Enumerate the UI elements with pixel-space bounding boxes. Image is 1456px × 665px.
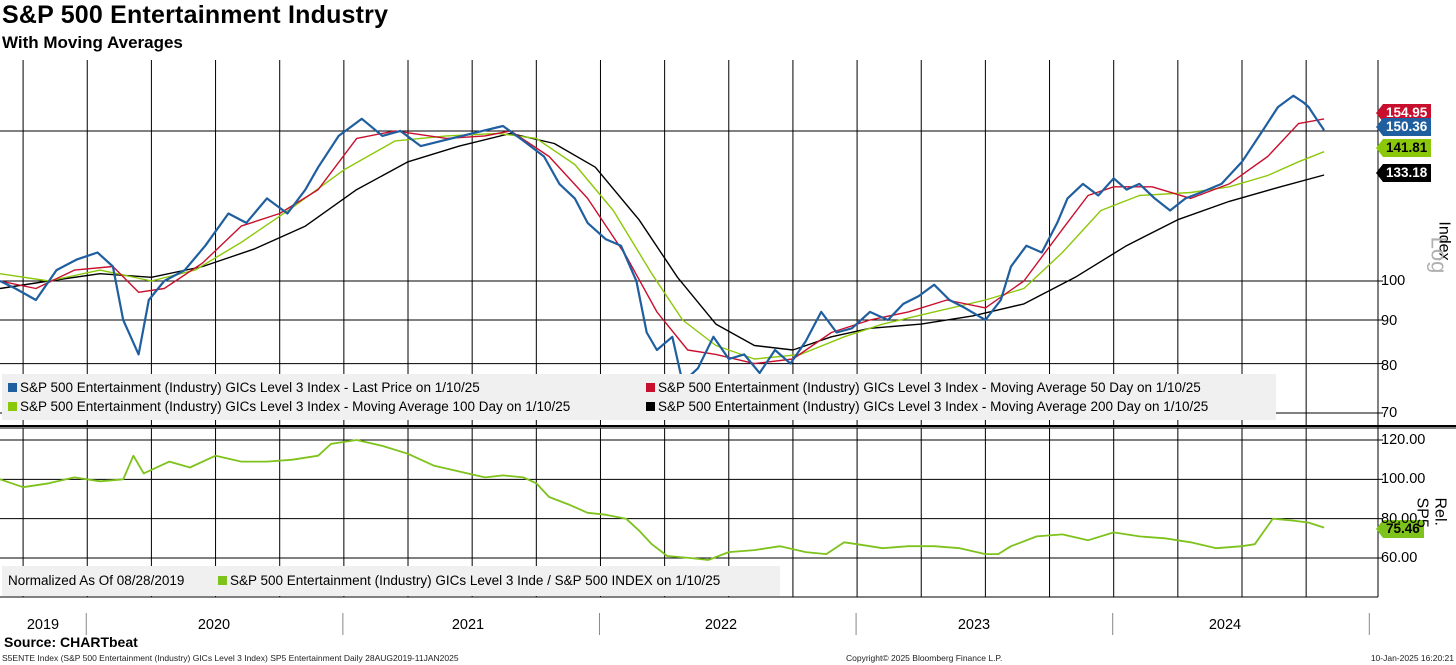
series-line-ma100 [0, 132, 1325, 360]
tag-ma50: 154.95 [1375, 104, 1432, 122]
tag-last-price: 150.36 [1375, 118, 1432, 136]
legend-item-ma50: S&P 500 Entertainment (Industry) GICs Le… [646, 380, 1201, 395]
panel-frame [0, 60, 1456, 635]
year-label-2024: 2024 [1208, 617, 1242, 633]
ytick-lower-120: 120.00 [1381, 432, 1426, 448]
tag-ma100: 141.81 [1375, 139, 1432, 157]
legend-label-relative: S&P 500 Entertainment (Industry) GICs Le… [230, 573, 721, 588]
footer-copyright: Copyright© 2025 Bloomberg Finance L.P. [846, 653, 1003, 663]
swatch-relative [218, 576, 227, 585]
legend-label-ma50: S&P 500 Entertainment (Industry) GICs Le… [658, 380, 1201, 395]
series-line-ma200 [0, 132, 1325, 351]
legend-note-text: Normalized As Of 08/28/2019 [8, 573, 185, 588]
series-lines [0, 94, 1326, 561]
swatch-ma200 [646, 402, 655, 411]
legend-upper [2, 374, 1276, 420]
swatch-last [8, 383, 17, 392]
series-line-ma50 [0, 118, 1325, 365]
legend-label-ma200: S&P 500 Entertainment (Industry) GICs Le… [658, 399, 1209, 414]
legend-normalized-note: Normalized As Of 08/28/2019 [8, 573, 184, 588]
footer-description: S5ENTE Index (S&P 500 Entertainment (Ind… [2, 653, 459, 663]
legend-item-ma200: S&P 500 Entertainment (Industry) GICs Le… [646, 399, 1208, 414]
ytick-lower-100: 100.00 [1381, 471, 1426, 487]
legend-item-last-price: S&P 500 Entertainment (Industry) GICs Le… [8, 380, 480, 395]
swatch-ma100 [8, 402, 17, 411]
series-line-relative [0, 439, 1325, 561]
ytick-lower-60: 60.00 [1381, 550, 1418, 566]
tag-ma200: 133.18 [1375, 164, 1432, 182]
tag-relative: 75.46 [1376, 520, 1424, 538]
legend-item-relative: S&P 500 Entertainment (Industry) GICs Le… [218, 573, 720, 588]
legend-label-last-price: S&P 500 Entertainment (Industry) GICs Le… [20, 380, 480, 395]
swatch-ma50 [646, 383, 655, 392]
chart-subtitle: With Moving Averages [2, 33, 183, 52]
year-label-2021: 2021 [451, 617, 485, 633]
ytick-upper-70: 70 [1381, 405, 1398, 421]
log-scale-label: Log [1426, 236, 1452, 274]
year-label-2023: 2023 [957, 617, 991, 633]
source-note: Source: CHARTbeat [4, 634, 138, 650]
legend-label-ma100: S&P 500 Entertainment (Industry) GICs Le… [20, 399, 571, 414]
lower-axis-title: Rel. SP5 [1413, 497, 1449, 528]
ytick-upper-90: 90 [1381, 313, 1398, 329]
legend-item-ma100: S&P 500 Entertainment (Industry) GICs Le… [8, 399, 570, 414]
footer-timestamp: 10-Jan-2025 16:20:21 [1370, 653, 1454, 663]
ytick-upper-100: 100 [1381, 273, 1406, 289]
series-line-last [0, 94, 1326, 384]
chart-title: S&P 500 Entertainment Industry [2, 1, 389, 29]
ytick-lower-80: 80.00 [1381, 511, 1418, 527]
year-label-2020: 2020 [197, 617, 231, 633]
ytick-upper-80: 80 [1381, 358, 1398, 374]
year-label-2019: 2019 [26, 617, 60, 633]
year-label-2022: 2022 [704, 617, 738, 633]
legend-lower [2, 566, 780, 596]
